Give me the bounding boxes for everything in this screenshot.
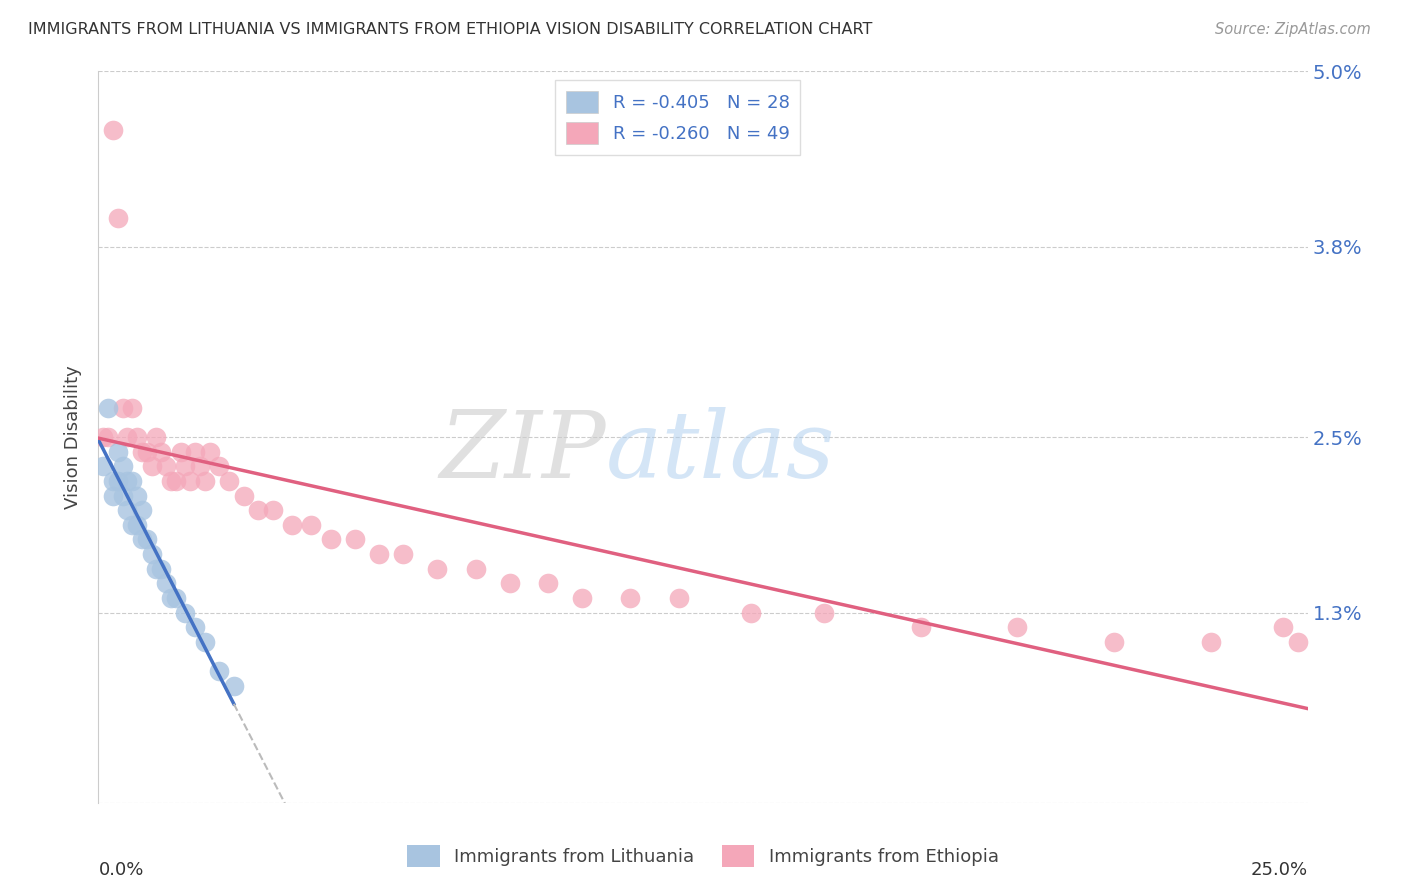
Point: [131, 503, 153, 517]
Point: [184, 444, 207, 458]
Point: [111, 489, 134, 503]
Point: [117, 430, 139, 444]
Point: [155, 459, 177, 474]
Point: [165, 591, 187, 605]
Point: [101, 474, 124, 488]
Point: [392, 547, 415, 561]
Point: [127, 489, 149, 503]
Point: [141, 547, 163, 561]
Point: [247, 503, 270, 517]
Text: atlas: atlas: [606, 407, 835, 497]
Point: [107, 211, 129, 225]
Point: [111, 401, 134, 415]
Point: [121, 474, 143, 488]
Text: Source: ZipAtlas.com: Source: ZipAtlas.com: [1215, 22, 1371, 37]
Point: [127, 430, 149, 444]
Point: [1272, 620, 1295, 634]
Point: [262, 503, 284, 517]
Point: [198, 444, 221, 458]
Point: [91, 430, 114, 444]
Point: [208, 664, 231, 678]
Point: [145, 430, 167, 444]
Text: IMMIGRANTS FROM LITHUANIA VS IMMIGRANTS FROM ETHIOPIA VISION DISABILITY CORRELAT: IMMIGRANTS FROM LITHUANIA VS IMMIGRANTS …: [28, 22, 873, 37]
Point: [188, 459, 211, 474]
Y-axis label: Vision Disability: Vision Disability: [65, 365, 83, 509]
Point: [97, 430, 120, 444]
Point: [160, 591, 183, 605]
Point: [619, 591, 641, 605]
Point: [174, 606, 197, 620]
Point: [101, 123, 124, 137]
Point: [222, 679, 245, 693]
Point: [179, 474, 201, 488]
Point: [150, 444, 173, 458]
Point: [155, 576, 177, 591]
Point: [1286, 635, 1309, 649]
Point: [194, 635, 217, 649]
Point: [150, 562, 173, 576]
Point: [910, 620, 932, 634]
Point: [117, 503, 139, 517]
Point: [194, 474, 217, 488]
Point: [121, 401, 143, 415]
Point: [813, 606, 835, 620]
Point: [1102, 635, 1125, 649]
Point: [571, 591, 593, 605]
Point: [165, 474, 187, 488]
Point: [169, 444, 191, 458]
Point: [208, 459, 231, 474]
Point: [537, 576, 560, 591]
Point: [101, 489, 124, 503]
Point: [174, 459, 197, 474]
Point: [740, 606, 762, 620]
Point: [131, 444, 153, 458]
Point: [111, 459, 134, 474]
Legend: Immigrants from Lithuania, Immigrants from Ethiopia: Immigrants from Lithuania, Immigrants fr…: [401, 838, 1005, 874]
Point: [121, 517, 143, 532]
Point: [127, 517, 149, 532]
Point: [145, 562, 167, 576]
Text: ZIP: ZIP: [440, 407, 606, 497]
Point: [498, 576, 520, 591]
Point: [218, 474, 240, 488]
Point: [107, 474, 129, 488]
Point: [299, 517, 322, 532]
Point: [281, 517, 304, 532]
Point: [91, 459, 114, 474]
Point: [368, 547, 391, 561]
Point: [97, 401, 120, 415]
Point: [135, 444, 157, 458]
Point: [160, 474, 183, 488]
Point: [464, 562, 486, 576]
Point: [426, 562, 449, 576]
Point: [319, 533, 342, 547]
Point: [232, 489, 254, 503]
Point: [131, 533, 153, 547]
Text: 0.0%: 0.0%: [98, 862, 143, 880]
Point: [107, 444, 129, 458]
Point: [343, 533, 366, 547]
Point: [184, 620, 207, 634]
Point: [1199, 635, 1222, 649]
Point: [135, 533, 157, 547]
Point: [1007, 620, 1029, 634]
Point: [117, 474, 139, 488]
Point: [141, 459, 163, 474]
Point: [668, 591, 690, 605]
Text: 25.0%: 25.0%: [1250, 862, 1308, 880]
